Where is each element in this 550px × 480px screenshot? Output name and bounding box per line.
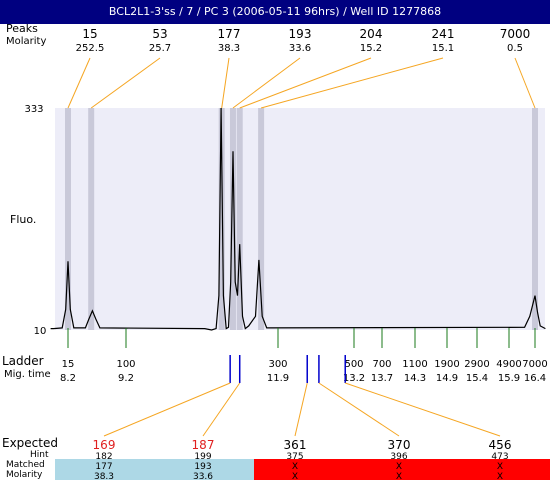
matched-value: X: [396, 462, 402, 472]
ladder-size-label: 2900: [464, 359, 489, 370]
hint-value: 473: [491, 452, 508, 462]
ladder-size-label: 1900: [434, 359, 459, 370]
expected-leader-line: [345, 382, 501, 437]
expected-value: 169: [93, 438, 116, 452]
ladder-size-label: 500: [344, 359, 363, 370]
peak-molarity-label: 252.5: [76, 43, 105, 54]
expected-label: Expected: [2, 436, 58, 450]
molarity-label: Molarity: [6, 36, 47, 47]
matched-value: X: [292, 462, 298, 472]
ladder-time-label: 13.2: [343, 373, 365, 384]
ladder-label: Ladder: [2, 354, 44, 368]
peak-molarity-label: 15.2: [360, 43, 382, 54]
ladder-size-label: 15: [62, 359, 75, 370]
peak-band: [88, 108, 95, 330]
ladder-size-label: 7000: [522, 359, 547, 370]
plot-area: [55, 108, 545, 330]
ladder-time-label: 9.2: [118, 373, 134, 384]
peak-size-label: 15: [82, 27, 97, 41]
peak-band: [532, 108, 538, 330]
y-tick-label: 333: [24, 104, 43, 115]
peak-size-label: 204: [360, 27, 383, 41]
peak-size-label: 177: [218, 27, 241, 41]
peak-molarity-label: 38.3: [218, 43, 240, 54]
ladder-time-label: 15.9: [498, 373, 520, 384]
peak-band: [65, 108, 71, 330]
ladder-time-label: 13.7: [371, 373, 393, 384]
molarity-value: 33.6: [193, 472, 213, 480]
fluo-axis-label: Fluo.: [10, 213, 37, 226]
hint-label: Hint: [30, 450, 49, 460]
peak-leader-line: [67, 57, 91, 109]
peak-band: [229, 108, 236, 330]
chart-title: BCL2L1-3'ss / 7 / PC 3 (2006-05-11 96hrs…: [0, 0, 550, 24]
expected-value: 456: [489, 438, 512, 452]
peak-molarity-label: 15.1: [432, 43, 454, 54]
expected-leader-line: [202, 382, 241, 437]
expected-leader-line: [318, 382, 400, 437]
peak-size-label: 53: [152, 27, 167, 41]
expected-leader-line: [294, 382, 308, 437]
peak-band: [218, 108, 225, 330]
peak-molarity-label: 0.5: [507, 43, 523, 54]
expected-value: 187: [192, 438, 215, 452]
ladder-time-label: 11.9: [267, 373, 289, 384]
ladder-time-label: 14.3: [404, 373, 426, 384]
ladder-time-label: 8.2: [60, 373, 76, 384]
expected-value: 361: [284, 438, 307, 452]
matched-value: 177: [95, 462, 112, 472]
peak-band: [258, 108, 265, 330]
hint-value: 199: [194, 452, 211, 462]
peak-size-label: 193: [289, 27, 312, 41]
expected-leader-line: [103, 382, 231, 437]
hint-value: 182: [95, 452, 112, 462]
ladder-size-label: 1100: [402, 359, 427, 370]
peak-size-label: 7000: [500, 27, 531, 41]
ladder-time-label: 15.4: [466, 373, 488, 384]
peak-molarity-label: 33.6: [289, 43, 311, 54]
matched-value: 193: [194, 462, 211, 472]
molarity-bottom-label: Molarity: [6, 470, 43, 480]
ladder-time-label: 14.9: [436, 373, 458, 384]
hint-value: 375: [286, 452, 303, 462]
peak-leader-line: [260, 57, 444, 109]
y-tick-label: 10: [34, 326, 47, 337]
matched-label: Matched: [6, 460, 45, 470]
molarity-value: 38.3: [94, 472, 114, 480]
matched-fail-band: [254, 459, 550, 480]
matched-value: X: [497, 462, 503, 472]
expected-value: 370: [388, 438, 411, 452]
ladder-size-label: 4900: [496, 359, 521, 370]
peak-leader-line: [514, 57, 536, 109]
ladder-size-label: 100: [116, 359, 135, 370]
fluorescence-trace: [50, 107, 546, 331]
matched-ok-band: [55, 459, 254, 480]
ladder-time-label: 16.4: [524, 373, 546, 384]
peak-size-label: 241: [432, 27, 455, 41]
ladder-size-label: 300: [268, 359, 287, 370]
mig-time-label: Mig. time: [4, 369, 51, 380]
molarity-value: X: [292, 472, 298, 480]
peak-leader-line: [221, 57, 230, 109]
peak-leader-line: [239, 57, 372, 109]
peak-leader-line: [90, 57, 161, 109]
peak-molarity-label: 25.7: [149, 43, 171, 54]
ladder-size-label: 700: [372, 359, 391, 370]
peak-leader-line: [232, 57, 301, 109]
peaks-label: Peaks: [6, 22, 38, 35]
peak-band: [236, 108, 243, 330]
molarity-value: X: [396, 472, 402, 480]
molarity-value: X: [497, 472, 503, 480]
hint-value: 396: [390, 452, 407, 462]
